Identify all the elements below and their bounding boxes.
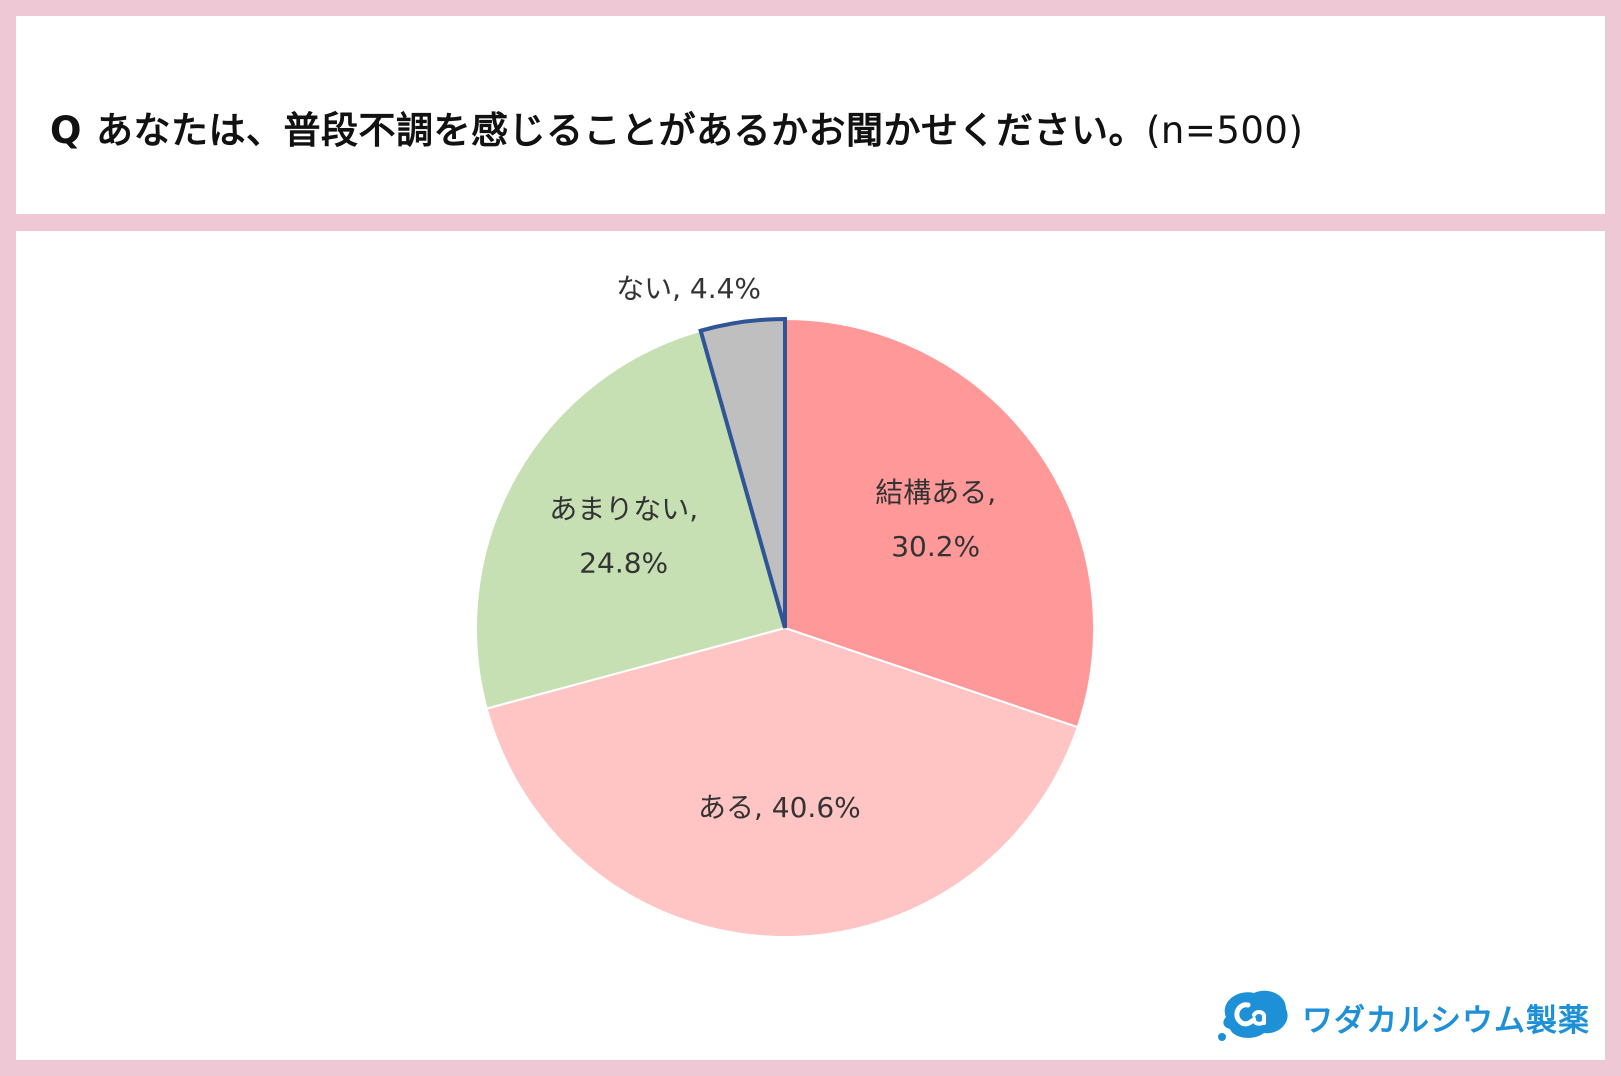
pie-slice-1 bbox=[485, 626, 1079, 938]
pie-chart: 結構ある, 30.2% ある, 40.6% あまりない, 24.8% ない, 4.4% bbox=[475, 272, 1095, 938]
pie-slice-0 bbox=[784, 317, 1095, 729]
slice-value-0: 30.2% bbox=[891, 530, 980, 563]
title-panel: Q あなたは、普段不調を感じることがあるかお聞かせください。(n=500) bbox=[16, 16, 1605, 214]
pie-slice-2 bbox=[475, 329, 787, 710]
slice-label-0: 結構ある, bbox=[875, 476, 996, 509]
slice-label-1: ある, 40.6% bbox=[698, 791, 861, 824]
question-text: あなたは、普段不調を感じることがあるかお聞かせください。 bbox=[95, 109, 1146, 152]
question-title: Q あなたは、普段不調を感じることがあるかお聞かせください。(n=500) bbox=[50, 100, 1303, 154]
slice-value-2: 24.8% bbox=[579, 547, 668, 580]
brand-name: ワダカルシウム製薬 bbox=[1302, 1003, 1590, 1039]
ca-bubble-logo-icon bbox=[1218, 990, 1288, 1041]
slice-label-3: ない, 4.4% bbox=[616, 272, 761, 305]
brand-logo: ワダカルシウム製薬 bbox=[1216, 985, 1589, 1045]
chart-panel: 結構ある, 30.2% ある, 40.6% あまりない, 24.8% ない, 4.4% ワ… bbox=[16, 231, 1605, 1060]
pie-slice-3 bbox=[698, 316, 787, 629]
slice-label-2: あまりない, bbox=[549, 493, 698, 526]
question-mark-label: Q bbox=[50, 109, 82, 152]
sample-size: (n=500) bbox=[1145, 109, 1304, 152]
